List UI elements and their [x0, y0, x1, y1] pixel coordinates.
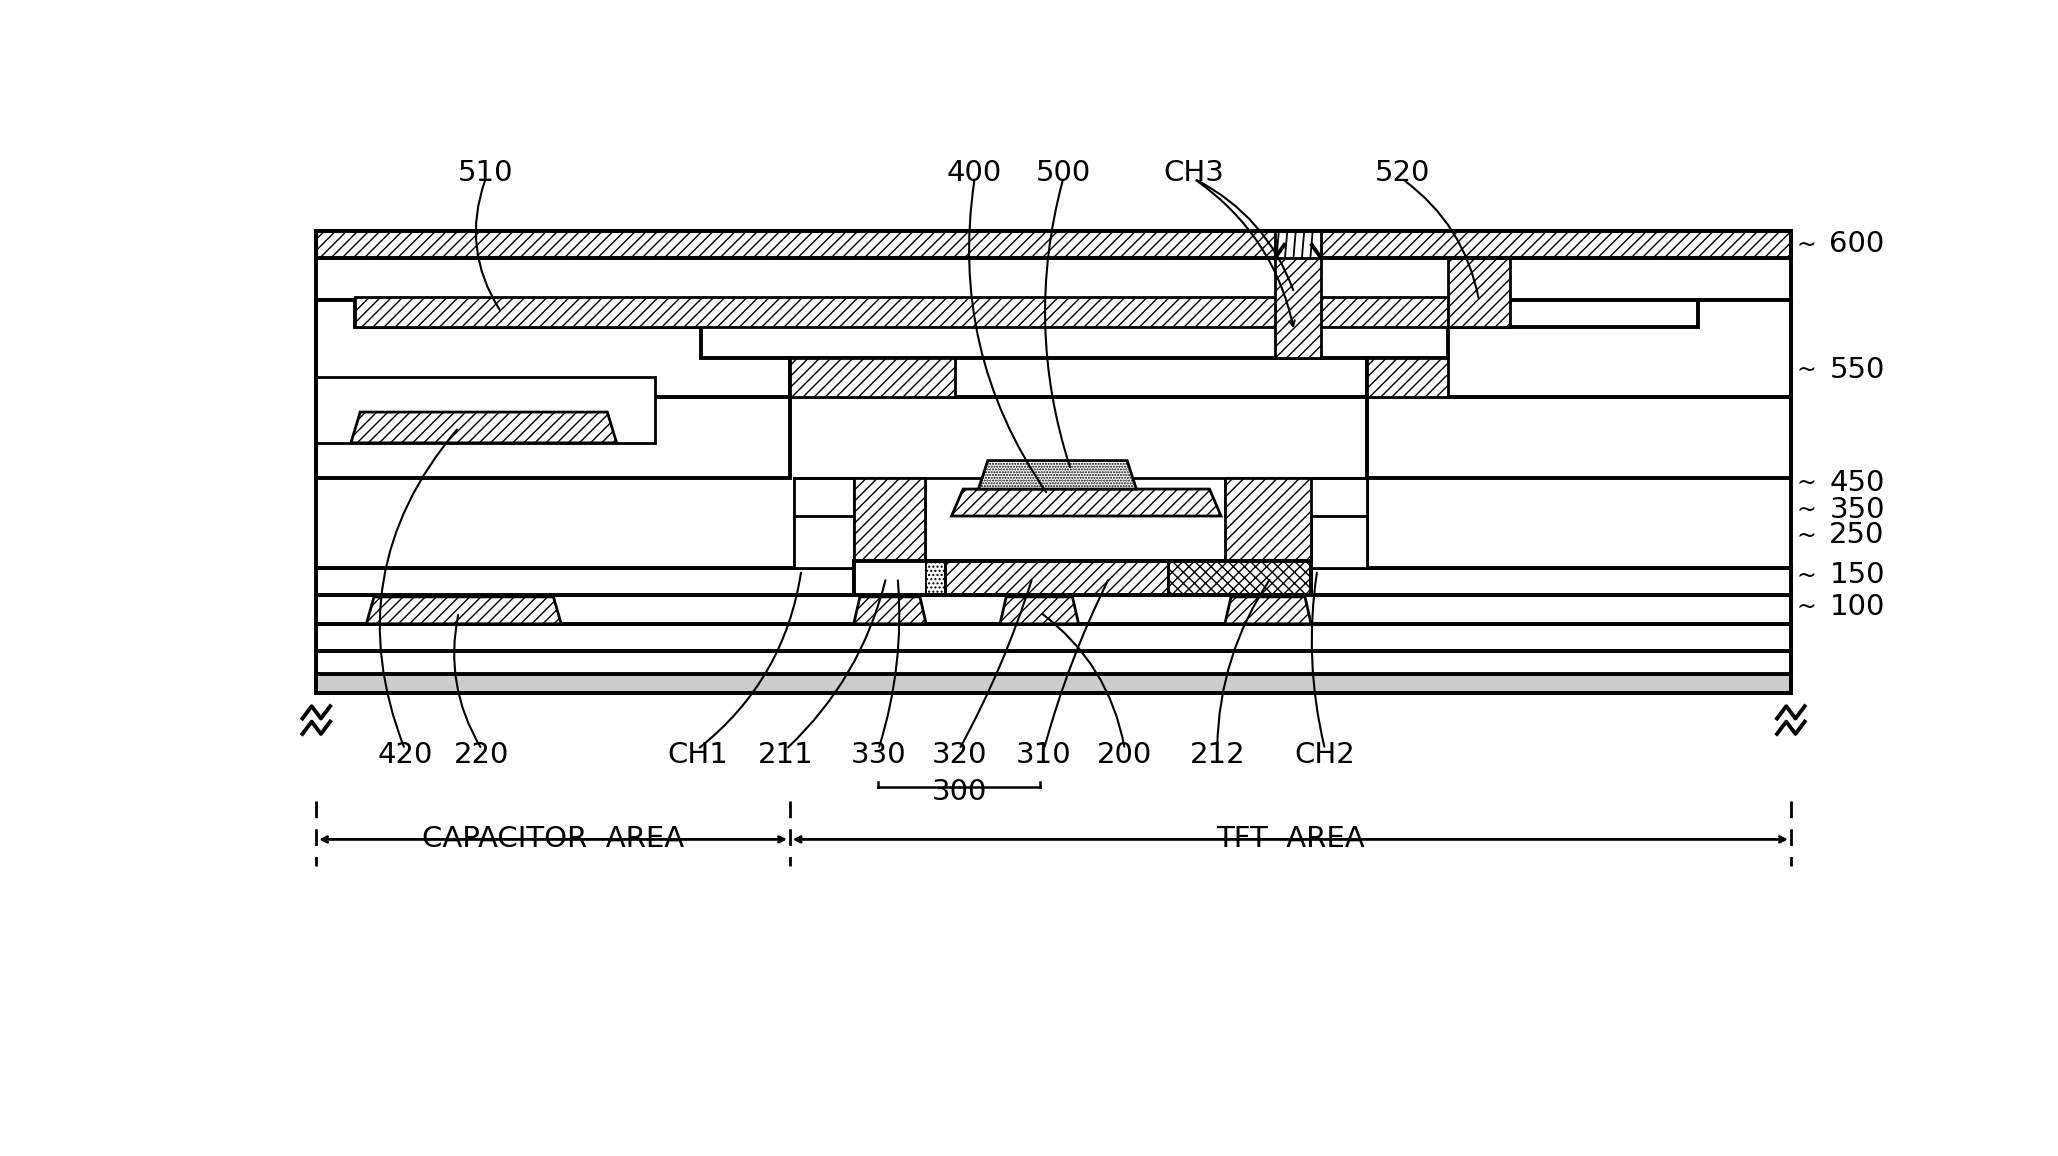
Text: ~: ~ [1797, 470, 1815, 495]
Polygon shape [1225, 596, 1311, 624]
Text: CH3: CH3 [1163, 160, 1225, 187]
Polygon shape [1276, 258, 1321, 358]
Bar [354, 297, 1449, 327]
Text: 550: 550 [1830, 356, 1885, 384]
Text: 200: 200 [1097, 741, 1152, 769]
Text: CAPACITOR  AREA: CAPACITOR AREA [422, 825, 683, 853]
Polygon shape [794, 477, 854, 569]
Text: 330: 330 [850, 741, 906, 769]
Bar [317, 624, 1790, 651]
Text: 320: 320 [932, 741, 988, 769]
Text: 500: 500 [1035, 160, 1091, 187]
Polygon shape [978, 460, 1136, 489]
Text: 520: 520 [1375, 160, 1430, 187]
Polygon shape [794, 477, 924, 569]
Text: 150: 150 [1830, 562, 1885, 590]
Polygon shape [1449, 258, 1511, 327]
Polygon shape [951, 489, 1220, 516]
Text: ~: ~ [1797, 595, 1815, 618]
Text: 250: 250 [1830, 521, 1885, 549]
Text: 220: 220 [455, 741, 510, 769]
Polygon shape [854, 477, 924, 594]
Text: 212: 212 [1190, 741, 1245, 769]
Polygon shape [1311, 477, 1367, 569]
Text: 310: 310 [1017, 741, 1072, 769]
Polygon shape [790, 358, 955, 397]
Polygon shape [317, 301, 1790, 477]
Text: ~: ~ [1797, 357, 1815, 381]
Text: 420: 420 [377, 741, 432, 769]
Polygon shape [317, 301, 790, 397]
Polygon shape [1367, 301, 1790, 397]
Text: ~: ~ [1797, 524, 1815, 547]
Bar [1321, 231, 1790, 258]
Text: ~: ~ [1797, 563, 1815, 587]
Polygon shape [1225, 477, 1367, 569]
Text: 450: 450 [1830, 469, 1885, 497]
Bar [945, 561, 1169, 594]
Polygon shape [1000, 596, 1078, 624]
Text: TFT  AREA: TFT AREA [1216, 825, 1364, 853]
Text: 300: 300 [932, 778, 988, 806]
Text: 350: 350 [1830, 496, 1885, 524]
Polygon shape [317, 377, 654, 443]
Polygon shape [854, 596, 926, 624]
Text: ~: ~ [1797, 498, 1815, 521]
Bar [1169, 561, 1311, 594]
Text: ~: ~ [1797, 232, 1815, 257]
Polygon shape [1225, 477, 1311, 561]
Bar [317, 569, 1790, 594]
Text: 600: 600 [1830, 230, 1885, 258]
Polygon shape [854, 561, 924, 594]
Text: 400: 400 [947, 160, 1002, 187]
Text: 510: 510 [459, 160, 512, 187]
Text: CH1: CH1 [667, 741, 729, 769]
Bar [317, 651, 1790, 674]
Polygon shape [352, 412, 617, 443]
Bar [317, 674, 1790, 694]
Text: 100: 100 [1830, 593, 1885, 621]
Polygon shape [366, 596, 562, 624]
Polygon shape [1367, 358, 1449, 397]
Bar [317, 594, 1790, 624]
Polygon shape [854, 477, 924, 561]
Text: CH2: CH2 [1294, 741, 1356, 769]
Bar [854, 561, 945, 594]
Bar [317, 231, 1276, 258]
Text: 211: 211 [757, 741, 813, 769]
